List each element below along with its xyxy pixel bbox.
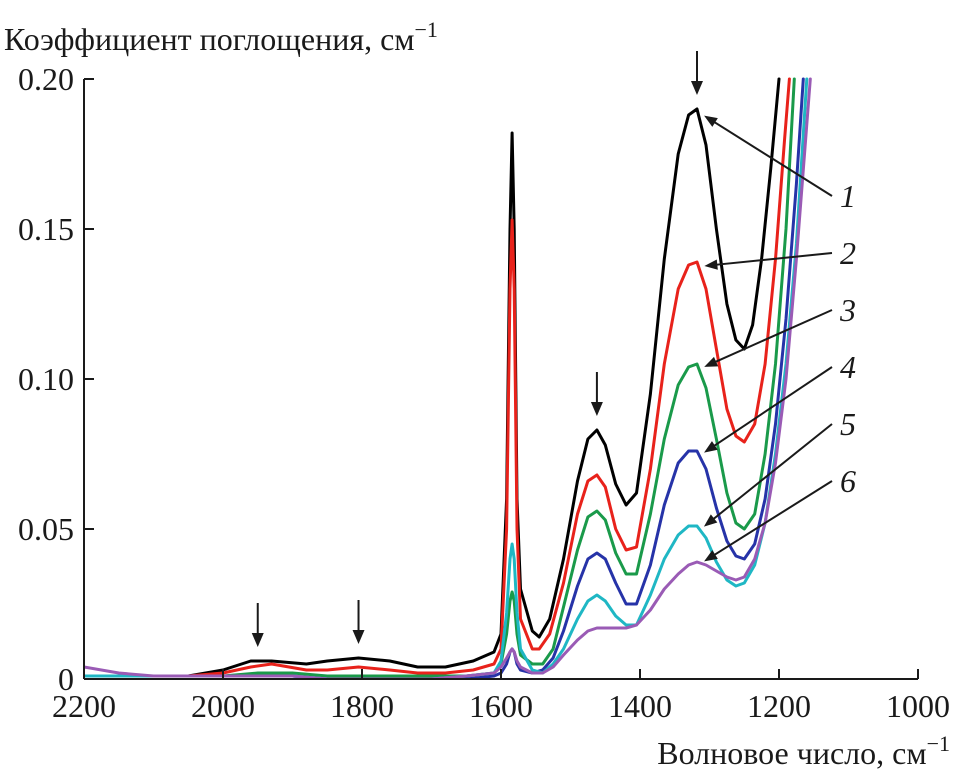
curve-label-5: 5 (703, 406, 856, 527)
y-axis-title: Коэффициент поглощения, см−1 (4, 17, 438, 57)
series-line-5 (84, 77, 809, 679)
x-tick-label: 1800 (330, 688, 394, 724)
curve-label-text: 2 (840, 235, 856, 271)
series-line-3 (84, 77, 796, 678)
y-axis-title-superscript: −1 (415, 17, 438, 42)
curve-label-group: 1 2 3 4 5 6 (703, 115, 856, 562)
curve-label-4: 4 (704, 349, 856, 453)
curve-label-3: 3 (704, 292, 856, 367)
curve-label-text: 1 (840, 178, 856, 214)
curve-label-2: 2 (704, 235, 856, 271)
curve-label-6: 6 (704, 463, 856, 562)
curve-label-text: 6 (840, 463, 856, 499)
x-tick-label: 1600 (469, 688, 533, 724)
y-tick-label: 0.10 (18, 361, 74, 397)
peak-marker-arrow (590, 372, 603, 416)
x-axis-title: Волновое число, см−1 (657, 731, 950, 771)
x-axis-title-text: Волновое число, см (657, 735, 926, 771)
peak-marker-arrow (251, 603, 264, 647)
y-axis-title-text: Коэффициент поглощения, см (4, 21, 415, 57)
y-tick-label: 0.20 (18, 61, 74, 97)
x-tick-label: 1000 (886, 688, 950, 724)
series-line-2 (84, 77, 791, 678)
peak-marker-arrow (690, 51, 703, 95)
axes-group: 0 0.05 0.10 0.15 0.20 2200 2000 1800 1600 1400 120… (18, 61, 950, 724)
curve-label-text: 3 (839, 292, 856, 328)
x-tick-label: 2000 (191, 688, 255, 724)
x-tick-label: 1200 (747, 688, 811, 724)
series-line-1 (84, 77, 781, 678)
y-tick-label: 0.15 (18, 211, 74, 247)
peak-marker-group (251, 51, 703, 647)
curve-label-text: 4 (840, 349, 856, 385)
series-group (84, 77, 812, 679)
y-tick-label: 0.05 (18, 511, 74, 547)
peak-marker-arrow (352, 600, 365, 644)
curve-label-1: 1 (704, 115, 856, 214)
x-tick-label: 2200 (52, 688, 116, 724)
x-axis-title-superscript: −1 (927, 731, 950, 756)
y-tick-label: 0 (58, 661, 74, 697)
series-line-4 (84, 77, 805, 679)
x-tick-label: 1400 (608, 688, 672, 724)
curve-label-text: 5 (840, 406, 856, 442)
series-line-6 (84, 77, 812, 679)
